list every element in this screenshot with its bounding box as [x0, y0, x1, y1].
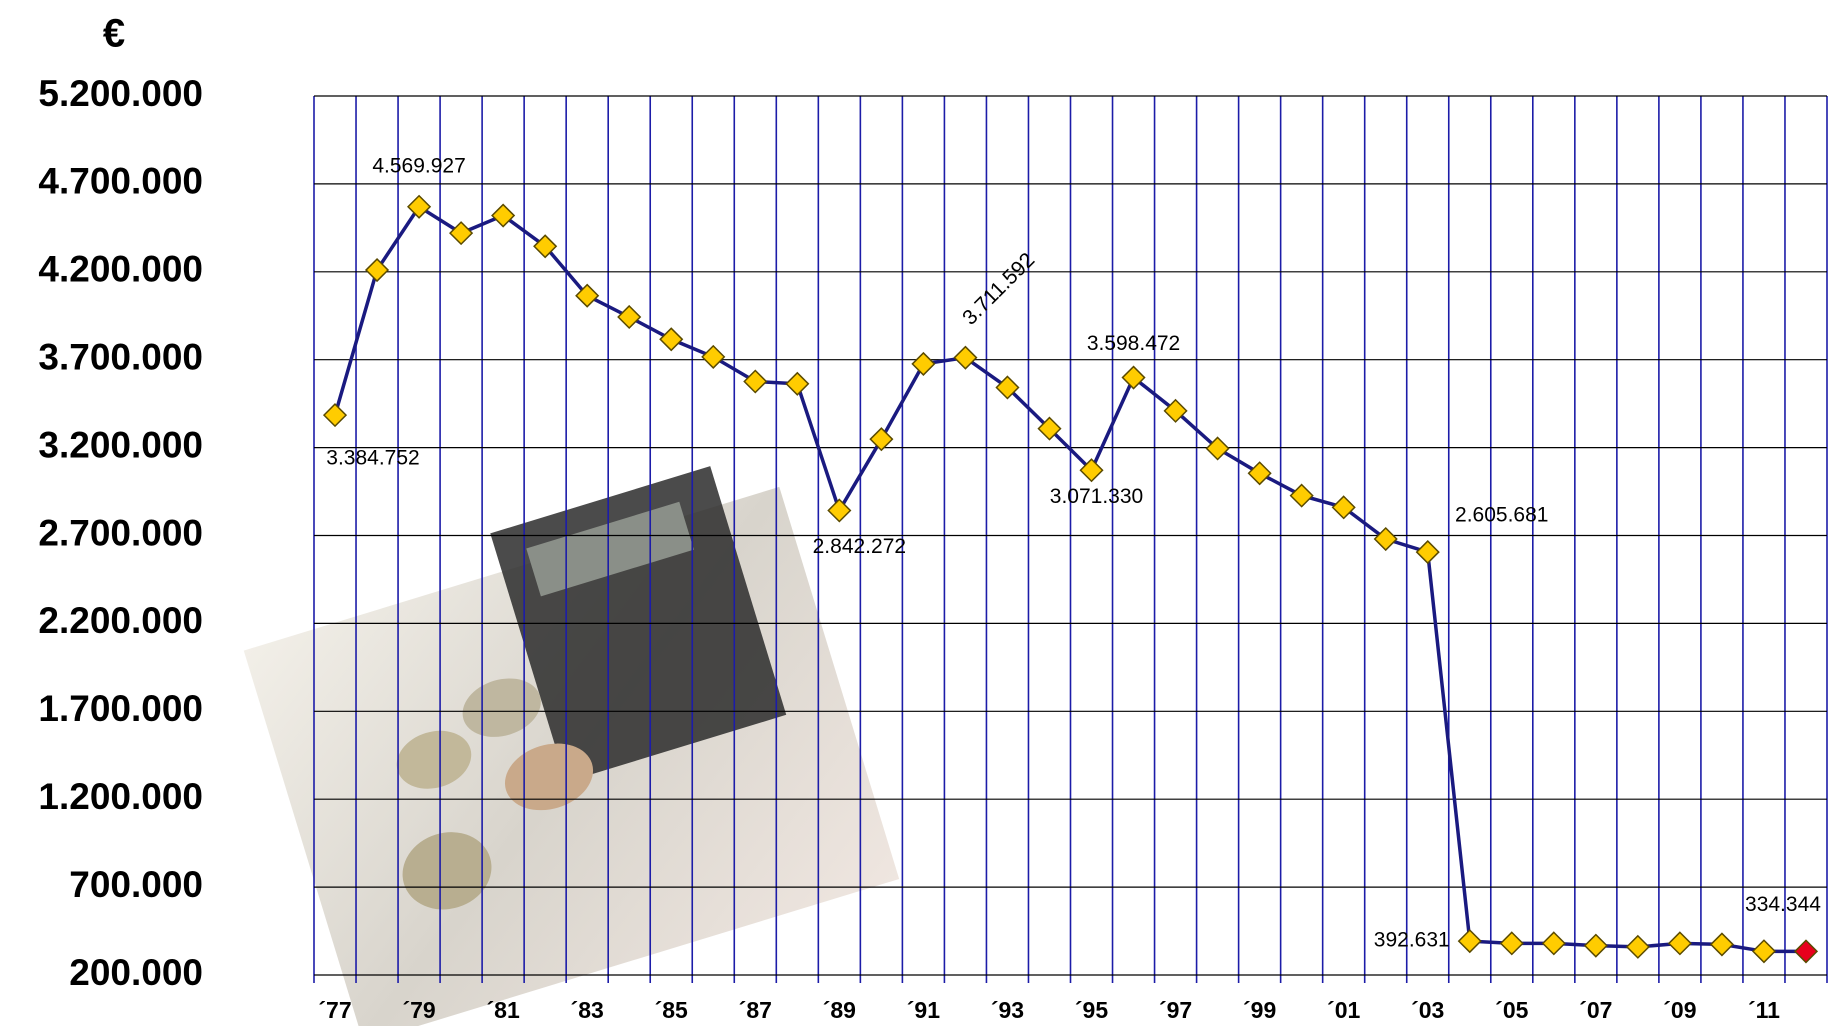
- x-tick-label: ´97: [1159, 997, 1192, 1023]
- x-tick-label: ´95: [1075, 997, 1108, 1023]
- x-tick-label: ´85: [655, 997, 688, 1023]
- data-point: [995, 375, 1020, 400]
- x-tick-label: ´81: [487, 997, 520, 1023]
- data-label: 3.384.752: [326, 447, 419, 470]
- data-label: 3.071.330: [1050, 485, 1143, 508]
- data-point: [1625, 934, 1650, 959]
- data-label: 2.605.681: [1455, 504, 1548, 527]
- data-label: 3.711.592: [958, 248, 1039, 329]
- data-point: [1415, 540, 1440, 565]
- data-label: 334.344: [1745, 893, 1821, 916]
- y-tick-label: 2.200.000: [38, 600, 203, 641]
- data-point: [449, 221, 474, 246]
- y-tick-label: 4.700.000: [38, 161, 203, 202]
- y-tick-label: 1.700.000: [38, 688, 203, 729]
- x-tick-label: ´99: [1243, 997, 1276, 1023]
- y-tick-label: 200.000: [69, 952, 203, 993]
- data-point: [1457, 929, 1482, 954]
- data-point: [1331, 495, 1356, 520]
- data-point: [1793, 939, 1819, 964]
- data-point: [533, 234, 558, 259]
- data-point: [1247, 461, 1272, 486]
- data-point: [575, 283, 600, 308]
- x-tick-label: ´89: [823, 997, 856, 1023]
- data-point: [491, 203, 516, 228]
- data-label: 3.598.472: [1087, 332, 1180, 355]
- data-point: [1583, 933, 1608, 958]
- data-point: [1037, 416, 1062, 441]
- data-point: [743, 369, 768, 394]
- y-tick-label: 1.200.000: [38, 776, 203, 817]
- x-tick-label: ´91: [907, 997, 940, 1023]
- data-point: [1121, 365, 1146, 390]
- data-label: 392.631: [1374, 929, 1450, 952]
- data-point: [364, 257, 390, 283]
- x-tick-label: ´79: [402, 997, 435, 1023]
- x-tick-label: ´83: [571, 997, 604, 1023]
- y-tick-label: 5.200.000: [38, 73, 203, 114]
- x-tick-label: ´07: [1579, 997, 1612, 1023]
- x-tick-label: ´01: [1327, 997, 1360, 1023]
- data-point: [1709, 932, 1734, 957]
- unit-label: €: [103, 12, 125, 56]
- data-point: [869, 427, 894, 452]
- data-point: [322, 403, 348, 428]
- y-tick-label: 700.000: [69, 864, 203, 905]
- data-label: 2.842.272: [813, 535, 906, 558]
- data-point: [659, 327, 684, 352]
- data-point: [1205, 436, 1230, 461]
- y-tick-label: 2.700.000: [38, 512, 203, 553]
- data-point: [1163, 398, 1188, 423]
- data-label: 4.569.927: [372, 154, 465, 177]
- y-tick-label: 3.700.000: [38, 336, 203, 377]
- x-tick-label: ´93: [991, 997, 1024, 1023]
- y-tick-label: 4.200.000: [38, 249, 203, 290]
- x-tick-label: ´77: [318, 997, 351, 1023]
- data-point: [701, 344, 726, 369]
- data-point: [953, 345, 978, 370]
- y-tick-label: 3.200.000: [38, 424, 203, 465]
- data-point: [827, 498, 852, 523]
- data-point: [1373, 526, 1398, 552]
- data-point: [1079, 458, 1104, 483]
- data-point: [1667, 931, 1692, 956]
- data-point: [911, 351, 936, 376]
- photo-decoration: [243, 466, 900, 1026]
- x-tick-label: ´03: [1411, 997, 1444, 1023]
- data-point: [407, 194, 432, 219]
- x-tick-label: ´87: [739, 997, 772, 1023]
- x-tick-label: ´05: [1495, 997, 1528, 1023]
- x-tick-label: ´09: [1663, 997, 1696, 1023]
- data-point: [1751, 939, 1777, 964]
- data-point: [1289, 483, 1314, 508]
- data-point: [785, 371, 810, 396]
- x-tick-label: ´11: [1748, 997, 1780, 1023]
- data-point: [1499, 931, 1524, 956]
- data-point: [1541, 931, 1566, 956]
- data-point: [617, 304, 642, 330]
